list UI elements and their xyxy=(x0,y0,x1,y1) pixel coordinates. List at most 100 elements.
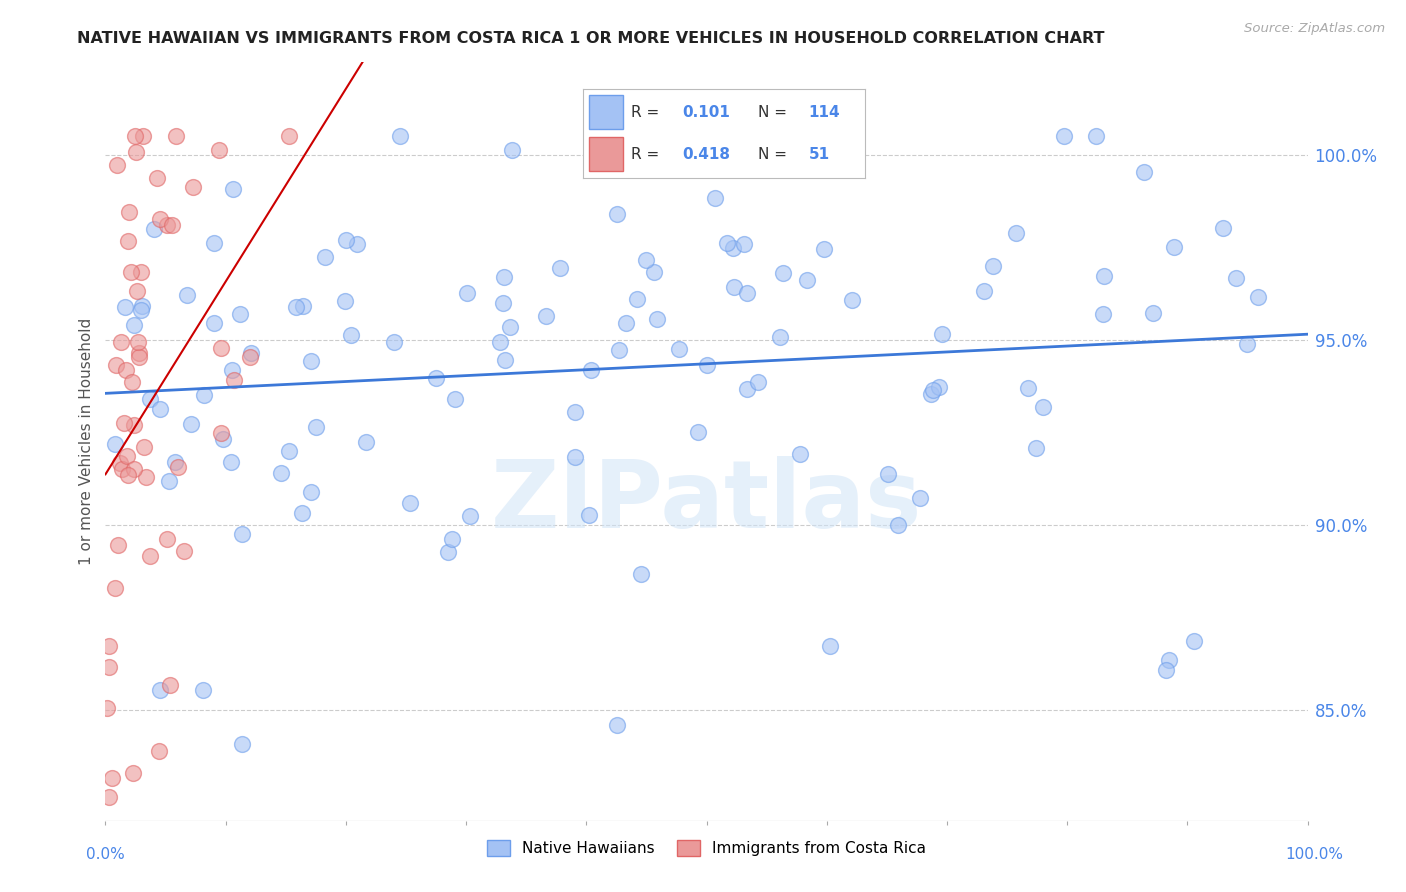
Point xyxy=(626,292,648,306)
Point xyxy=(747,376,769,390)
Point xyxy=(606,207,628,221)
Point xyxy=(501,143,523,157)
Point xyxy=(138,392,160,406)
Point xyxy=(143,221,166,235)
Point xyxy=(117,449,139,463)
Point xyxy=(1182,633,1205,648)
Point xyxy=(1247,290,1270,304)
Point xyxy=(614,316,637,330)
Point xyxy=(1085,129,1108,144)
Point xyxy=(191,682,214,697)
Point xyxy=(564,404,586,418)
Point xyxy=(564,450,586,464)
Text: 100.0%: 100.0% xyxy=(1285,847,1344,862)
Point xyxy=(1052,129,1074,144)
Point xyxy=(104,581,127,595)
Point xyxy=(167,459,190,474)
Point xyxy=(425,371,447,385)
Point xyxy=(124,418,146,433)
Point xyxy=(107,538,129,552)
Point xyxy=(441,532,464,546)
Point xyxy=(278,129,301,144)
Point xyxy=(1142,306,1164,320)
Text: Source: ZipAtlas.com: Source: ZipAtlas.com xyxy=(1244,22,1385,36)
Text: NATIVE HAWAIIAN VS IMMIGRANTS FROM COSTA RICA 1 OR MORE VEHICLES IN HOUSEHOLD CO: NATIVE HAWAIIAN VS IMMIGRANTS FROM COSTA… xyxy=(77,31,1105,46)
Point xyxy=(115,363,138,377)
Point xyxy=(239,345,262,359)
Point xyxy=(124,462,146,476)
Point xyxy=(127,334,149,349)
Point xyxy=(548,261,571,276)
Point xyxy=(579,363,602,377)
Point xyxy=(922,383,945,397)
Point xyxy=(98,640,121,654)
Point xyxy=(111,462,134,476)
Point xyxy=(110,457,132,471)
Point xyxy=(165,129,187,144)
Point xyxy=(202,316,225,330)
Point xyxy=(209,342,232,356)
Point xyxy=(488,334,510,349)
Point xyxy=(534,310,557,324)
Y-axis label: 1 or more Vehicles in Household: 1 or more Vehicles in Household xyxy=(79,318,94,566)
Point xyxy=(120,265,142,279)
Point xyxy=(668,342,690,356)
Point xyxy=(723,280,745,294)
Point xyxy=(146,171,169,186)
Point xyxy=(335,294,357,309)
Point xyxy=(716,235,738,250)
Text: N =: N = xyxy=(758,147,787,161)
Text: R =: R = xyxy=(631,147,659,161)
Point xyxy=(209,426,232,441)
Point xyxy=(1017,381,1039,395)
Point xyxy=(384,334,406,349)
Point xyxy=(931,327,953,342)
Point xyxy=(117,234,139,248)
Point xyxy=(1163,240,1185,254)
Point xyxy=(202,235,225,250)
Bar xyxy=(589,137,623,171)
Point xyxy=(606,717,628,731)
Point xyxy=(733,237,755,252)
Point xyxy=(180,417,202,431)
Text: R =: R = xyxy=(631,105,659,120)
Point xyxy=(498,320,520,334)
Point xyxy=(388,129,411,144)
Point xyxy=(129,265,152,279)
Point xyxy=(96,701,118,715)
Point xyxy=(340,328,363,343)
Point xyxy=(278,444,301,458)
Point xyxy=(148,744,170,758)
Point xyxy=(908,491,931,505)
Point xyxy=(193,388,215,402)
Point xyxy=(1154,663,1177,677)
Point xyxy=(578,508,600,522)
Point xyxy=(125,145,148,160)
Point xyxy=(224,373,246,387)
Point xyxy=(1032,401,1054,415)
Point xyxy=(335,233,357,247)
Point xyxy=(920,386,942,401)
Point xyxy=(1236,337,1258,351)
Point xyxy=(696,358,718,372)
Point xyxy=(458,509,481,524)
Point xyxy=(125,284,148,298)
Point xyxy=(97,660,120,674)
Point xyxy=(231,526,253,541)
Point xyxy=(239,350,262,364)
Point xyxy=(181,180,204,194)
Point xyxy=(1157,653,1180,667)
Legend: Native Hawaiians, Immigrants from Costa Rica: Native Hawaiians, Immigrants from Costa … xyxy=(481,834,932,863)
Point xyxy=(643,265,665,279)
Point xyxy=(173,544,195,558)
Point xyxy=(973,284,995,298)
Point xyxy=(122,318,145,333)
Point xyxy=(104,437,127,451)
Point xyxy=(492,269,515,284)
Point xyxy=(128,346,150,360)
Point xyxy=(789,447,811,461)
Point xyxy=(105,158,128,172)
Point xyxy=(291,506,314,520)
Point xyxy=(131,129,153,144)
Point xyxy=(138,549,160,563)
